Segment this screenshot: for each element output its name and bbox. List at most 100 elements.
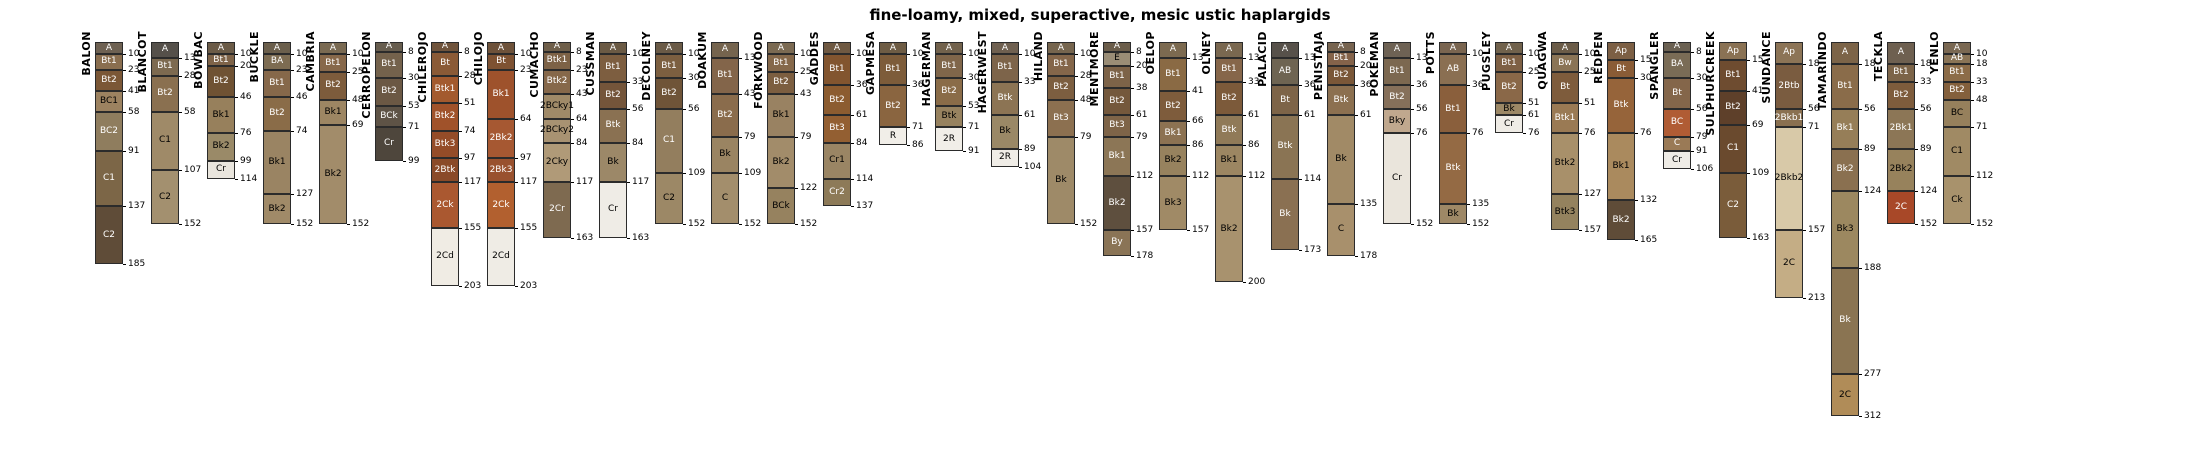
horizon-box: A <box>1215 42 1243 58</box>
horizon-box: Bt3 <box>823 115 851 143</box>
horizon-box: Bt1 <box>1831 63 1859 110</box>
depth-label: 74 <box>296 125 308 136</box>
depth-tick <box>1691 51 1694 53</box>
depth-label: 178 <box>1136 250 1154 261</box>
horizon-label: Bt2 <box>381 86 397 97</box>
horizon-label: Bt2 <box>1893 89 1909 100</box>
horizon-box: Cr2 <box>823 178 851 207</box>
depth-label: 89 <box>1864 143 1876 154</box>
horizon-box: Bt <box>1663 78 1691 110</box>
depth-label: 84 <box>576 137 588 148</box>
horizon-box: A <box>767 42 795 54</box>
horizon-label: 2Cky <box>545 157 569 168</box>
horizon-box: Bt1 <box>935 54 963 78</box>
horizon-box: Bk1 <box>1215 145 1243 177</box>
depth-tick <box>1971 81 1974 83</box>
depth-label: 114 <box>1304 173 1322 184</box>
depth-tick <box>1747 124 1750 126</box>
horizon-box: Bt2 <box>1383 85 1411 110</box>
depth-tick <box>683 224 686 226</box>
horizon-label: BA <box>270 56 284 67</box>
horizon-label: A <box>833 42 841 53</box>
depth-label: 152 <box>688 219 706 230</box>
depth-label: 97 <box>464 153 476 164</box>
horizon-label: 2C <box>1838 389 1851 400</box>
horizon-label: Bt1 <box>1837 80 1853 91</box>
horizon-label: A <box>329 42 337 53</box>
depth-tick <box>1859 148 1862 150</box>
depth-tick <box>1859 267 1862 269</box>
depth-label: 112 <box>1136 171 1154 182</box>
depth-tick <box>1691 136 1694 138</box>
depth-tick <box>1355 115 1358 117</box>
depth-label: 79 <box>800 131 812 142</box>
horizon-box: A <box>1271 42 1299 58</box>
depth-label: 46 <box>296 92 308 103</box>
horizon-box: A <box>543 42 571 52</box>
horizon-label: Bt3 <box>1053 112 1069 123</box>
depth-label: 114 <box>856 173 874 184</box>
depth-tick <box>179 224 182 226</box>
horizon-box: A <box>1887 42 1915 64</box>
depth-label: 25 <box>1584 67 1596 77</box>
horizon-label: Bk <box>1055 175 1067 186</box>
depth-label: 97 <box>520 153 532 164</box>
depth-tick <box>1467 224 1470 226</box>
depth-tick <box>515 54 518 55</box>
depth-tick <box>1579 230 1582 232</box>
depth-label: 10 <box>688 49 700 59</box>
depth-tick <box>1803 109 1806 111</box>
horizon-label: Cr <box>1672 154 1682 165</box>
horizon-box: Ap <box>1775 42 1803 64</box>
horizon-label: Bt1 <box>1333 53 1349 64</box>
depth-label: 86 <box>1192 140 1204 151</box>
horizon-label: Bk1 <box>324 106 342 117</box>
horizon-box: Bt2 <box>1215 81 1243 116</box>
horizon-label: Btk <box>997 92 1013 103</box>
horizon-label: Bt2 <box>773 77 789 88</box>
depth-tick <box>1131 51 1134 53</box>
depth-tick <box>571 69 574 71</box>
horizon-label: C2 <box>662 193 675 204</box>
horizon-label: Bt2 <box>605 89 621 100</box>
depth-tick <box>1299 115 1302 117</box>
depth-label: 56 <box>1864 104 1876 115</box>
horizon-box: BCk <box>375 105 403 128</box>
horizon-box: 2Bkb2 <box>1775 127 1803 231</box>
depth-label: 36 <box>1304 80 1316 91</box>
depth-label: 91 <box>1696 146 1708 157</box>
horizon-box: BA <box>1663 51 1691 78</box>
depth-label: 25 <box>1528 67 1540 77</box>
horizon-label: Bt2 <box>717 109 733 120</box>
horizon-label: Bk1 <box>1108 151 1126 162</box>
horizon-box: Bt2 <box>1103 87 1131 116</box>
profile-name-label: FORKWOOD <box>752 31 765 109</box>
depth-tick <box>1915 224 1918 226</box>
horizon-label: A <box>609 42 617 53</box>
horizon-box: Bt2 <box>879 85 907 128</box>
depth-tick <box>907 145 910 147</box>
depth-label: 152 <box>1472 219 1490 230</box>
profile-name-label: SULPHURCREEK <box>1704 31 1717 136</box>
horizon-label: C2 <box>1726 199 1739 210</box>
depth-tick <box>235 54 238 55</box>
depth-tick <box>1131 66 1134 67</box>
horizon-label: C <box>721 193 729 204</box>
depth-tick <box>1019 54 1022 55</box>
horizon-box: 2C <box>1831 374 1859 417</box>
depth-tick <box>1523 133 1526 135</box>
horizon-label: Bt2 <box>325 80 341 91</box>
horizon-label: C1 <box>1726 143 1739 154</box>
horizon-label: Bk1 <box>492 88 510 99</box>
depth-label: 30 <box>1696 73 1708 83</box>
depth-label: 61 <box>1304 110 1316 121</box>
horizon-label: Bk1 <box>1164 127 1182 138</box>
depth-label: 203 <box>520 280 538 291</box>
horizon-label: Cr <box>216 164 226 175</box>
horizon-label: E <box>1114 53 1120 64</box>
depth-tick <box>1579 72 1582 73</box>
horizon-label: Bt1 <box>941 60 957 71</box>
horizon-label: Bk <box>719 149 731 160</box>
depth-label: 38 <box>1136 82 1148 93</box>
depth-tick <box>1131 230 1134 232</box>
